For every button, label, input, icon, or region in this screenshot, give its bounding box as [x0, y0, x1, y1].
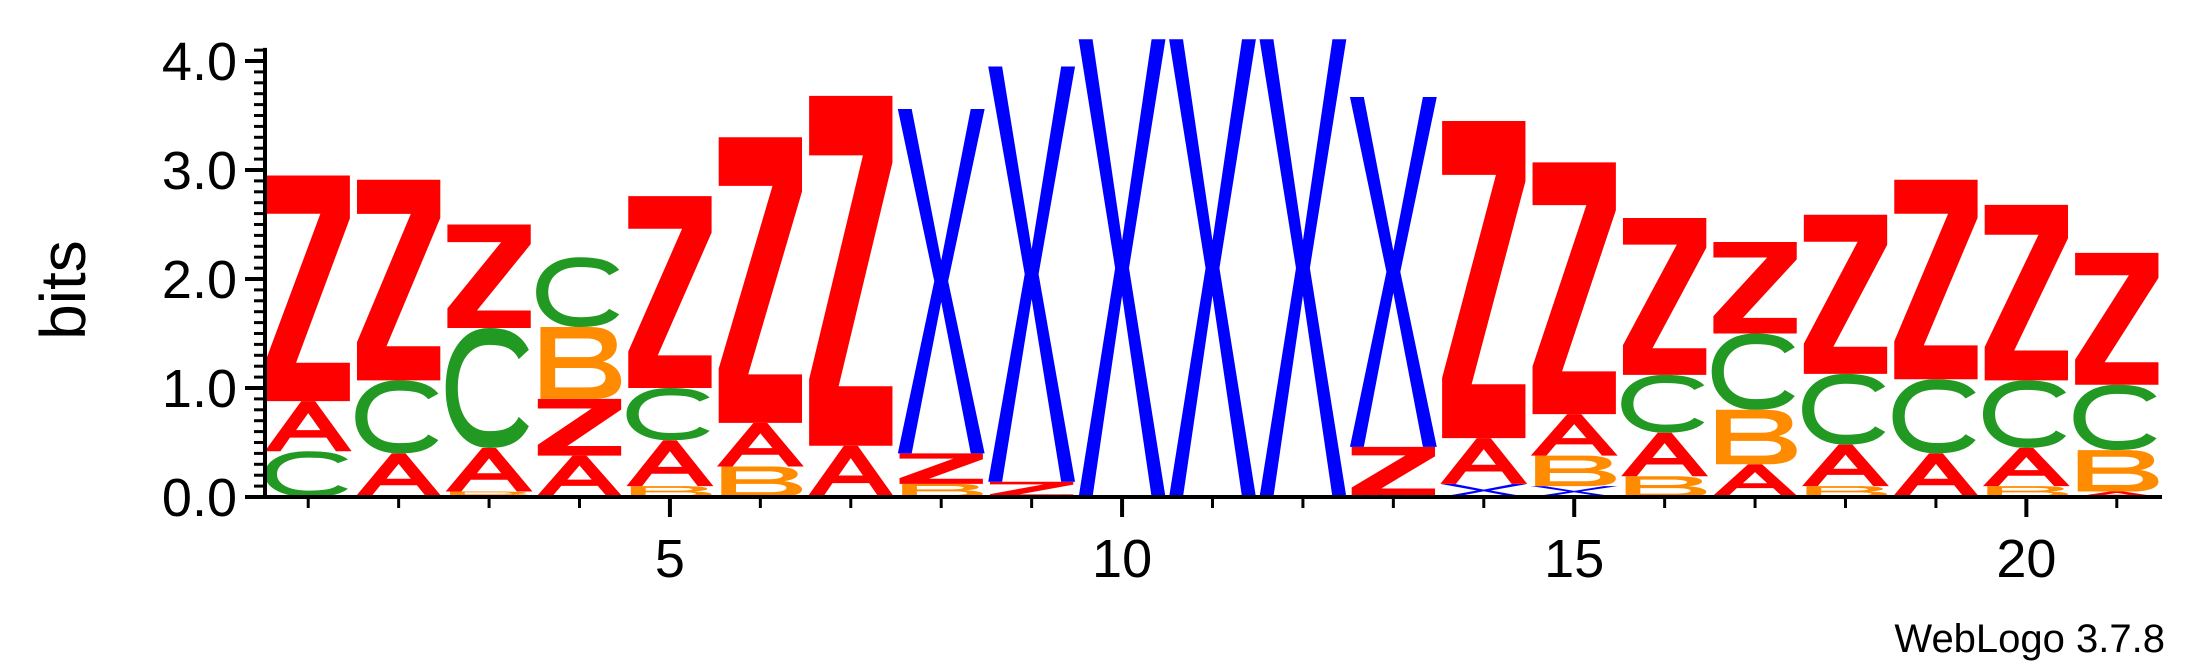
letter-stacks: [264, 39, 2161, 498]
logo-letter-A-pos15: [1530, 414, 1618, 456]
x-axis: 5 10 15 20: [265, 495, 2162, 589]
logo-letter-A-pos18: [1802, 444, 1889, 487]
y-axis: 0.0 1.0 2.0 3.0 4.0: [162, 32, 267, 528]
weblogo-credit: WebLogo 3.7.8: [1894, 617, 2165, 661]
logo-letter-Z-pos4: [537, 398, 622, 456]
logo-letter-Z-pos18: [1803, 214, 1888, 374]
logo-letter-A-pos4: [536, 455, 623, 497]
logo-letter-Z-pos20: [1984, 204, 2069, 381]
logo-letter-X-pos14: [1440, 483, 1528, 497]
logo-letter-A-pos16: [1621, 432, 1709, 477]
logo-letter-B-pos8: [902, 483, 983, 497]
logo-letter-Z-pos7: [809, 95, 893, 446]
logo-letter-X-pos15: [1530, 486, 1618, 497]
logo-letter-C-pos21: [2073, 384, 2157, 451]
logo-letter-A-pos19: [1892, 453, 1980, 497]
logo-letter-A-pos17: [1711, 464, 1799, 497]
logo-letter-C-pos18: [1802, 373, 1886, 445]
logo-letter-X-pos13: [1349, 96, 1437, 447]
logo-letter-B-pos5: [630, 486, 712, 497]
logo-letter-C-pos5: [626, 387, 710, 441]
logo-letter-X-pos11: [1169, 39, 1256, 497]
logo-letter-Z-pos15: [1532, 162, 1616, 415]
x-tick-label: 10: [1092, 529, 1152, 589]
logo-letter-A-pos14: [1440, 438, 1528, 484]
logo-letter-Z-pos13: [1351, 446, 1436, 497]
logo-letter-C-pos19: [1892, 379, 1976, 454]
logo-letter-B-pos3: [450, 491, 531, 497]
y-tick-label: 2.0: [162, 250, 237, 310]
logo-letter-C-pos17: [1711, 333, 1795, 410]
logo-letter-Z-pos14: [1442, 120, 1526, 439]
logo-letter-X-pos12: [1259, 39, 1347, 497]
logo-letter-C-pos2: [355, 380, 439, 454]
y-tick-label: 3.0: [162, 141, 237, 201]
logo-letter-A-pos2: [355, 453, 443, 497]
logo-letter-X-pos9: [988, 66, 1076, 482]
logo-letter-B-pos15: [1535, 455, 1616, 487]
logo-letter-Z-pos9: [989, 481, 1074, 497]
x-tick-label: 5: [655, 529, 685, 589]
logo-letter-Z-pos8: [899, 453, 983, 484]
logo-letter-B-pos16: [1625, 476, 1707, 497]
x-tick-label: 15: [1544, 529, 1604, 589]
logo-letter-X-pos10: [1078, 39, 1166, 497]
logo-letter-B-pos20: [1987, 486, 2069, 497]
logo-letter-C-pos4: [536, 257, 620, 327]
logo-letter-Z-pos17: [1713, 241, 1797, 334]
logo-letter-A-pos5: [626, 440, 714, 487]
logo-letter-Z-pos1: [266, 175, 350, 402]
logo-letter-A-pos1: [264, 401, 352, 452]
logo-letter-C-pos16: [1621, 374, 1705, 433]
logo-letter-X-pos8: [897, 108, 985, 454]
logo-letter-Z-pos6: [718, 137, 803, 423]
logo-letter-Z-pos19: [1894, 179, 1978, 380]
logo-letter-B-pos18: [1806, 486, 1888, 497]
logo-letter-A-pos20: [1982, 447, 2070, 487]
logo-letter-A-pos6: [716, 422, 804, 467]
logo-letter-C-pos20: [1982, 380, 2067, 448]
y-tick-label: 1.0: [162, 359, 237, 419]
logo-letter-A-pos3: [445, 447, 533, 492]
logo-letter-C-pos3: [445, 328, 529, 448]
logo-letter-B-pos21: [2077, 450, 2159, 492]
logo-letter-Z-pos5: [628, 196, 712, 388]
logo-letter-B-pos6: [721, 466, 803, 497]
logo-letter-Z-pos21: [2075, 252, 2159, 385]
x-tick-label: 20: [1996, 529, 2056, 589]
logo-letter-B-pos4: [540, 326, 622, 399]
logo-letter-B-pos17: [1716, 409, 1797, 465]
logo-letter-Z-pos2: [356, 179, 441, 381]
logo-letter-C-pos1: [264, 451, 348, 498]
y-tick-label: 0.0: [162, 468, 237, 528]
logo-letter-A-pos7: [807, 445, 895, 497]
logo-letter-Z-pos16: [1622, 217, 1707, 375]
y-axis-label: bits: [27, 240, 99, 340]
y-tick-label: 4.0: [162, 32, 237, 92]
logo-letter-Z-pos3: [447, 224, 531, 329]
